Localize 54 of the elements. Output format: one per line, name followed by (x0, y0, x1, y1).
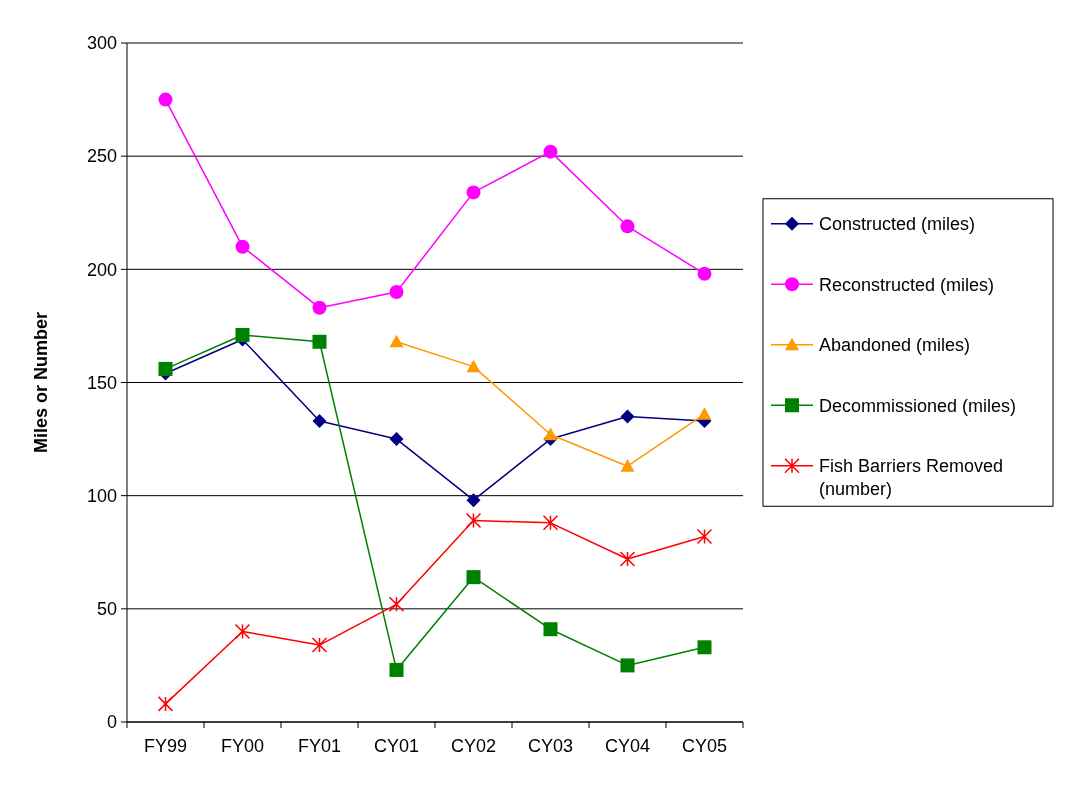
point (389, 432, 404, 447)
point (235, 327, 250, 342)
point (620, 219, 635, 234)
x-tick-label: CY05 (681, 736, 728, 756)
x-tick-label: FY01 (297, 736, 342, 756)
y-tick-label: 50 (96, 599, 117, 620)
point (311, 637, 328, 653)
point (620, 658, 635, 673)
point (697, 640, 712, 655)
point (466, 493, 481, 508)
y-tick-label: 100 (86, 485, 117, 506)
x-tick-label: FY00 (220, 736, 265, 756)
point (543, 622, 558, 637)
point (542, 515, 559, 531)
legend-label: Abandoned (miles) (819, 335, 971, 356)
point (389, 334, 404, 348)
point (697, 266, 712, 281)
point (697, 407, 712, 420)
point (620, 459, 635, 472)
point (312, 334, 327, 349)
y-tick-label: 250 (86, 146, 117, 167)
point (388, 596, 405, 613)
point (234, 623, 251, 640)
y-tick-label: 0 (106, 712, 117, 733)
point (235, 239, 250, 254)
x-tick-label: FY99 (143, 736, 188, 756)
point (543, 427, 558, 441)
point (312, 413, 327, 428)
x-tick-label: CY03 (527, 736, 574, 756)
point (620, 409, 635, 424)
y-axis-title: Miles or Number (31, 311, 51, 454)
point (619, 551, 636, 567)
legend-label: Constructed (miles) (819, 214, 976, 235)
x-tick-label: CY04 (604, 736, 651, 756)
point (696, 528, 713, 545)
legend-label: Decommissioned (miles) (819, 395, 1017, 416)
legend-label: Fish Barriers Removed (number) (819, 456, 1004, 499)
point (389, 662, 404, 677)
legend-label: Reconstructed (miles) (819, 274, 995, 295)
point (157, 696, 174, 712)
point (466, 359, 481, 373)
point (312, 300, 327, 315)
point (543, 144, 558, 159)
point (158, 361, 173, 376)
x-tick-label: CY02 (450, 736, 497, 756)
x-tick-label: CY01 (373, 736, 420, 756)
y-tick-label: 150 (86, 372, 117, 393)
y-tick-label: 300 (86, 33, 117, 54)
point (466, 185, 481, 200)
point (465, 512, 482, 529)
point (466, 570, 481, 585)
y-tick-label: 200 (86, 259, 117, 280)
point (158, 92, 173, 107)
point (389, 284, 404, 299)
